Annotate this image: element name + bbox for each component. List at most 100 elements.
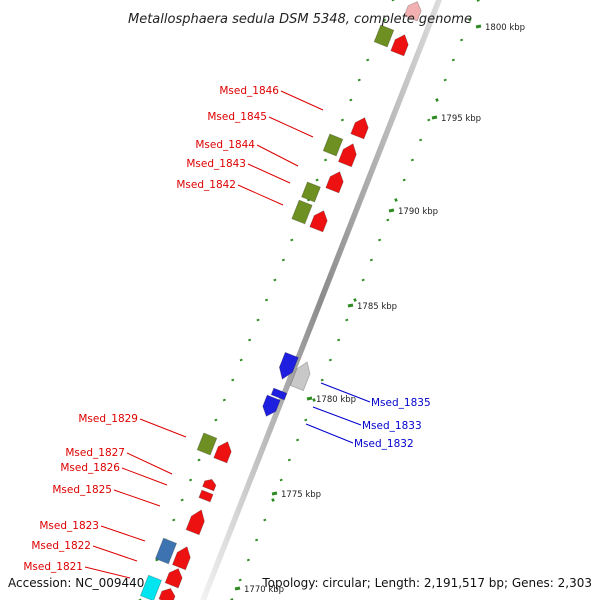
genome-backbone: [200, 0, 442, 600]
gene-arrow: [158, 588, 176, 600]
gene-arrow: [291, 199, 313, 225]
tick-mark: [248, 338, 252, 342]
label-leader: [113, 489, 161, 507]
label-leader: [268, 116, 314, 138]
gene-arrow: [403, 1, 422, 22]
tick-mark: [281, 258, 285, 262]
major-tick: [234, 586, 241, 591]
gene-arrow: [289, 361, 311, 392]
gene-label: Msed_1829: [78, 413, 138, 425]
tick-mark: [460, 38, 464, 42]
tick-mark: [349, 98, 353, 102]
gene-arrow: [301, 181, 321, 203]
label-leader: [237, 184, 284, 206]
gene-label: Msed_1822: [31, 540, 91, 552]
label-leader: [92, 545, 138, 562]
tick-mark: [394, 198, 398, 202]
tick-mark: [476, 0, 480, 2]
gene-label: Msed_1826: [60, 462, 120, 474]
tick-marks: [138, 0, 480, 600]
label-leader: [256, 144, 299, 167]
tick-mark: [231, 378, 235, 382]
tick-mark: [273, 278, 277, 282]
label-leader: [280, 90, 324, 111]
tick-mark: [238, 578, 242, 582]
gene-arrow: [185, 509, 205, 536]
tick-mark: [320, 378, 324, 382]
tick-mark: [255, 538, 259, 542]
gene-arrow: [390, 34, 409, 57]
tick-mark: [328, 358, 332, 362]
label-leader: [126, 452, 173, 475]
genome-summary: Topology: circular; Length: 2,191,517 bp…: [261, 576, 592, 590]
tick-mark: [304, 418, 308, 422]
tick-mark: [451, 58, 455, 62]
major-tick: [347, 303, 354, 308]
gene-labels: Msed_1846 Msed_1845 Msed_1844 Msed_1843 Msed…: [23, 85, 430, 573]
tick-mark: [427, 118, 431, 122]
tick-mark: [256, 318, 260, 322]
tick-mark: [468, 18, 472, 22]
gene-arrow: [196, 432, 218, 456]
tick-mark: [410, 158, 414, 162]
tick-mark: [290, 238, 294, 242]
tick-mark: [382, 18, 387, 22]
tick-mark: [315, 178, 319, 182]
label-leader: [121, 467, 168, 486]
tick-mark: [402, 178, 406, 182]
gene-label: Msed_1832: [354, 438, 414, 450]
tick-mark: [279, 478, 283, 482]
gene-arrow: [270, 387, 288, 401]
label-leader: [305, 423, 354, 444]
label-leader: [320, 382, 371, 403]
tick-mark: [419, 138, 423, 142]
major-tick: [306, 396, 313, 401]
gene-arrow: [139, 574, 163, 600]
tick-label: 1790 kbp: [398, 207, 438, 217]
tick-mark: [391, 0, 395, 2]
gene-label: Msed_1846: [219, 85, 279, 97]
gene-arrow: [278, 351, 299, 380]
gene-arrow: [198, 489, 214, 503]
gene-arrow: [350, 117, 369, 140]
gene-arrow: [262, 394, 281, 417]
gene-arrow: [202, 478, 217, 492]
tick-mark: [345, 318, 349, 322]
gene-label: Msed_1844: [195, 139, 255, 151]
tick-mark: [340, 118, 344, 122]
tick-mark: [296, 438, 300, 442]
tick-mark: [214, 418, 218, 422]
gene-label: Msed_1823: [39, 520, 99, 532]
label-leader: [312, 406, 362, 426]
tick-mark: [357, 78, 361, 82]
tick-mark: [239, 358, 243, 362]
gene-arrow: [213, 441, 232, 464]
major-tick: [388, 208, 395, 213]
gene-features: [139, 1, 422, 600]
tick-label: 1800 kbp: [485, 23, 525, 33]
tick-label: 1795 kbp: [441, 114, 481, 124]
tick-mark: [189, 478, 193, 482]
gene-label: Msed_1835: [371, 397, 431, 409]
tick-mark: [287, 458, 291, 462]
tick-mark: [361, 278, 365, 282]
tick-label: 1785 kbp: [357, 302, 397, 312]
tick-mark: [337, 338, 341, 342]
gene-arrow: [322, 133, 344, 157]
tick-mark: [172, 518, 176, 522]
gene-arrow: [171, 546, 191, 571]
tick-label: 1770 kbp: [244, 585, 284, 595]
tick-mark: [369, 258, 373, 262]
tick-mark: [443, 78, 447, 82]
page-title: Metallosphaera sedula DSM 5348, complete…: [128, 12, 472, 27]
tick-mark: [180, 498, 184, 502]
tick-mark: [366, 58, 370, 62]
tick-mark: [323, 158, 328, 162]
gene-arrow: [309, 210, 328, 233]
gene-label: Msed_1833: [362, 420, 422, 432]
tick-label: 1775 kbp: [281, 490, 321, 500]
label-leader: [84, 566, 131, 579]
gene-arrow: [373, 24, 395, 48]
tick-mark: [271, 498, 275, 502]
